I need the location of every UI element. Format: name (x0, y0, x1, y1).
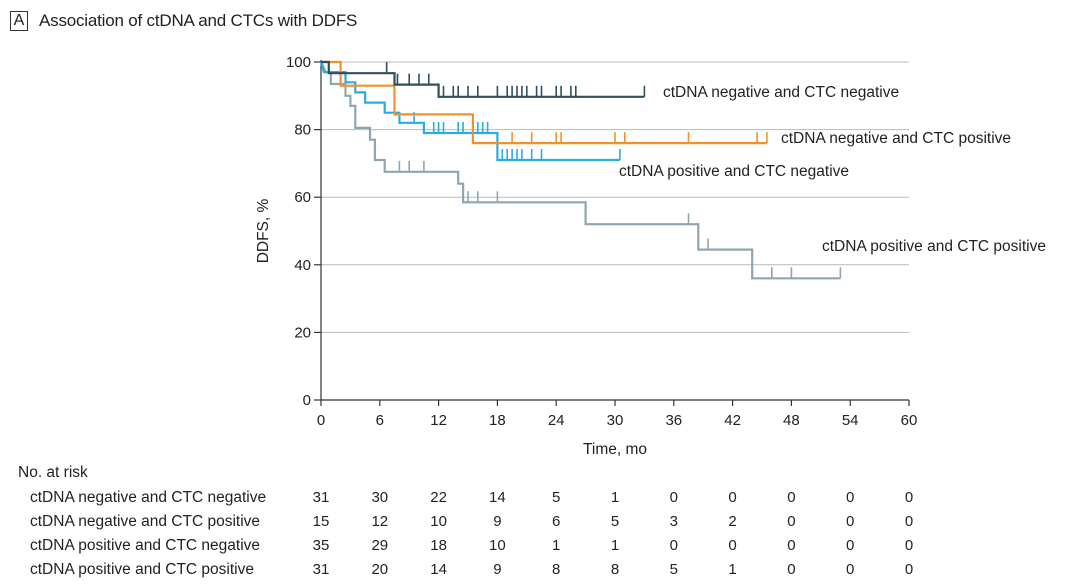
risk-table-cell: 8 (611, 561, 619, 578)
risk-table-cell: 35 (313, 537, 330, 554)
x-tick-label: 42 (724, 412, 741, 429)
risk-table-cell: 8 (552, 561, 560, 578)
x-tick-label: 30 (607, 412, 624, 429)
risk-table-cell: 0 (728, 537, 736, 554)
risk-table-cell: 6 (552, 513, 560, 530)
risk-table-cell: 0 (728, 489, 736, 506)
risk-table-cell: 2 (728, 513, 736, 530)
risk-table-cell: 0 (905, 513, 913, 530)
risk-table-cell: 0 (905, 489, 913, 506)
risk-table-cell: 5 (670, 561, 678, 578)
risk-table-cell: 29 (371, 537, 388, 554)
x-tick-label: 12 (430, 412, 447, 429)
risk-table-cell: 15 (313, 513, 330, 530)
y-tick-label: 0 (303, 392, 311, 409)
risk-table-cell: 12 (371, 513, 388, 530)
series-label-2: ctDNA positive and CTC negative (619, 163, 849, 180)
risk-table-cell: 9 (493, 561, 501, 578)
km-curve-series-2 (319, 61, 620, 162)
risk-table-cell: 14 (430, 561, 447, 578)
x-tick-label: 36 (665, 412, 682, 429)
risk-table-cell: 1 (552, 537, 560, 554)
risk-table-cell: 30 (371, 489, 388, 506)
risk-table-cell: 1 (611, 537, 619, 554)
series-label-3: ctDNA positive and CTC positive (822, 238, 1046, 255)
risk-table-cell: 31 (313, 489, 330, 506)
km-curve-series-0 (321, 60, 645, 98)
risk-table-cell: 10 (489, 537, 506, 554)
x-axis-title: Time, mo (583, 441, 647, 458)
risk-table-cell: 0 (670, 537, 678, 554)
x-tick-label: 6 (376, 412, 384, 429)
risk-table-row-label: ctDNA negative and CTC positive (30, 513, 260, 530)
y-tick-label: 60 (294, 189, 311, 206)
y-axis-title: DDFS, % (255, 198, 272, 263)
risk-table-cell: 0 (846, 513, 854, 530)
x-tick-label: 48 (783, 412, 800, 429)
x-tick-label: 60 (901, 412, 918, 429)
risk-table-cell: 0 (787, 489, 795, 506)
risk-table-cell: 22 (430, 489, 447, 506)
x-tick-label: 54 (842, 412, 859, 429)
risk-table-cell: 0 (905, 561, 913, 578)
figure-title-row: A Association of ctDNA and CTCs with DDF… (10, 9, 357, 33)
series-label-0: ctDNA negative and CTC negative (663, 84, 899, 101)
risk-table-cell: 0 (905, 537, 913, 554)
panel-letter: A (10, 11, 28, 31)
x-tick-label: 0 (317, 412, 325, 429)
risk-table-cell: 10 (430, 513, 447, 530)
risk-table-cell: 1 (728, 561, 736, 578)
y-tick-label: 40 (294, 257, 311, 274)
y-tick-label: 80 (294, 122, 311, 139)
risk-table-cell: 0 (787, 537, 795, 554)
risk-table-cell: 18 (430, 537, 447, 554)
risk-table-cell: 0 (787, 561, 795, 578)
risk-table-cell: 0 (846, 489, 854, 506)
risk-table-cell: 5 (552, 489, 560, 506)
risk-table-row-label: ctDNA negative and CTC negative (30, 489, 266, 506)
risk-table-cell: 0 (670, 489, 678, 506)
y-tick-label: 100 (286, 54, 311, 71)
risk-table-row-label: ctDNA positive and CTC positive (30, 561, 254, 578)
risk-table-cell: 0 (846, 537, 854, 554)
risk-table-cell: 20 (371, 561, 388, 578)
x-tick-label: 18 (489, 412, 506, 429)
risk-table-cell: 3 (670, 513, 678, 530)
x-tick-label: 24 (548, 412, 565, 429)
risk-table-row-label: ctDNA positive and CTC negative (30, 537, 260, 554)
figure-title: Association of ctDNA and CTCs with DDFS (39, 11, 358, 30)
risk-table-cell: 0 (787, 513, 795, 530)
risk-table-cell: 9 (493, 513, 501, 530)
risk-table-cell: 5 (611, 513, 619, 530)
risk-table-heading: No. at risk (18, 464, 88, 481)
km-curve-series-1 (321, 60, 767, 145)
risk-table-cell: 0 (846, 561, 854, 578)
y-tick-label: 20 (294, 324, 311, 341)
risk-table-cell: 31 (313, 561, 330, 578)
series-label-1: ctDNA negative and CTC positive (781, 130, 1011, 147)
risk-table-cell: 1 (611, 489, 619, 506)
km-curve-series-3 (320, 61, 841, 280)
risk-table-cell: 14 (489, 489, 506, 506)
